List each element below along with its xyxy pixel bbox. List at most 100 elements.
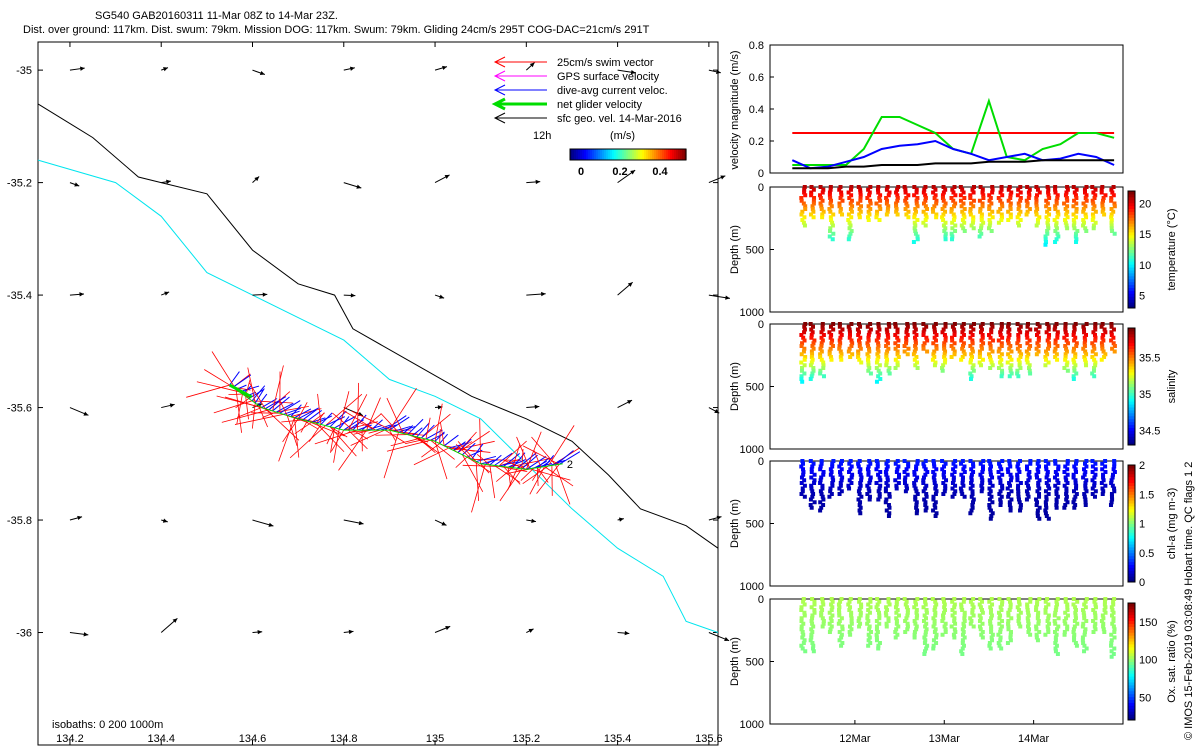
- section-data-point: [998, 333, 1003, 337]
- section-data-point: [949, 231, 954, 236]
- section-data-point: [858, 621, 863, 626]
- sfc-velocity-arrowhead: [262, 292, 268, 297]
- colorbar-cell: [584, 149, 587, 160]
- section-data-point: [1110, 621, 1115, 626]
- section-data-point: [1072, 368, 1077, 373]
- section-data-point: [1047, 621, 1052, 626]
- section-data-point: [968, 330, 973, 335]
- section-data-point: [885, 464, 890, 469]
- section-colorbar-cell: [1128, 629, 1135, 633]
- section-data-point: [902, 481, 907, 485]
- section-data-point: [858, 193, 863, 198]
- section-data-point: [1092, 346, 1097, 351]
- section-data-point: [1082, 190, 1087, 195]
- section-data-point: [912, 635, 917, 640]
- section-data-point: [1099, 324, 1104, 329]
- section-data-point: [809, 355, 814, 359]
- section-data-point: [1027, 368, 1032, 373]
- section-data-point: [828, 472, 833, 477]
- dac-vector: [316, 415, 333, 424]
- section-data-point: [1090, 486, 1095, 491]
- section-data-point: [821, 209, 826, 214]
- section-data-point: [1062, 470, 1067, 474]
- section-data-point: [877, 218, 882, 222]
- dac-vector: [268, 396, 285, 411]
- section-data-point: [912, 220, 917, 225]
- section-data-point: [857, 212, 862, 217]
- section-data-point: [989, 613, 994, 618]
- section-colorbar-cell: [1128, 652, 1135, 657]
- section-data-point: [1090, 371, 1095, 376]
- section-data-point: [923, 630, 928, 634]
- section-data-point: [943, 461, 948, 466]
- section-data-point: [923, 597, 928, 601]
- section-data-point: [856, 352, 861, 357]
- section-data-point: [998, 635, 1003, 640]
- section-colorbar-cell: [1128, 473, 1135, 478]
- section-data-point: [997, 643, 1002, 648]
- section-data-point: [828, 355, 833, 359]
- section-data-point: [1045, 322, 1050, 326]
- section-data-point: [820, 338, 825, 343]
- section-data-point: [980, 621, 985, 626]
- section-data-point: [820, 327, 825, 332]
- section-data-point: [866, 470, 871, 474]
- section-data-point: [934, 632, 939, 637]
- section-data-point: [819, 344, 824, 348]
- colorbar-cell: [682, 149, 685, 160]
- section-data-point: [998, 330, 1003, 335]
- section-data-point: [934, 602, 939, 607]
- date-tick-label: 13Mar: [929, 733, 961, 745]
- section-data-point: [1034, 635, 1039, 640]
- sfc-velocity-arrowhead: [630, 170, 636, 175]
- section-data-point: [1092, 610, 1097, 615]
- section-data-point: [857, 597, 862, 601]
- section-data-point: [1064, 489, 1069, 494]
- section-data-point: [858, 467, 863, 472]
- section-data-point: [1034, 472, 1039, 477]
- section-data-point: [827, 207, 832, 211]
- section-colorbar-cell: [1128, 401, 1135, 405]
- swim-vector: [234, 413, 284, 425]
- section-data-point: [829, 218, 834, 222]
- section-data-point: [1016, 492, 1021, 496]
- section-data-point: [1072, 360, 1077, 365]
- section-y-tick-label: 1000: [740, 307, 764, 319]
- section-data-point: [1054, 492, 1059, 496]
- section-data-point: [1109, 218, 1114, 222]
- section-data-point: [987, 505, 992, 510]
- section-data-point: [857, 492, 862, 496]
- section-data-point: [1034, 223, 1039, 228]
- section-data-point: [809, 333, 814, 337]
- section-data-point: [1034, 632, 1039, 637]
- section-data-point: [1110, 608, 1115, 612]
- colorbar-cell: [642, 149, 645, 160]
- section-data-point: [932, 621, 937, 626]
- section-data-point: [1082, 467, 1087, 472]
- section-data-point: [990, 638, 995, 643]
- section-data-point: [1008, 638, 1013, 643]
- section-data-point: [1025, 602, 1030, 607]
- section-colorbar-cell: [1128, 503, 1135, 507]
- section-data-point: [980, 204, 985, 209]
- section-data-point: [1015, 368, 1020, 373]
- section-data-point: [905, 613, 910, 618]
- section-data-point: [884, 363, 889, 368]
- section-data-point: [885, 207, 890, 211]
- section-data-point: [968, 377, 973, 381]
- section-data-point: [887, 190, 892, 195]
- section-colorbar-label: Ox. sat. ratio (%): [1166, 620, 1178, 703]
- section-data-point: [1055, 335, 1060, 340]
- section-data-point: [858, 505, 863, 510]
- section-y-tick-label: 0: [758, 594, 764, 606]
- section-data-point: [977, 624, 982, 629]
- section-data-point: [904, 483, 909, 488]
- swim-vector: [357, 382, 360, 431]
- section-data-point: [858, 483, 863, 488]
- section-data-point: [876, 349, 881, 354]
- section-data-point: [1100, 322, 1105, 326]
- section-data-point: [941, 472, 946, 477]
- section-data-point: [1000, 486, 1005, 491]
- section-data-point: [921, 220, 926, 225]
